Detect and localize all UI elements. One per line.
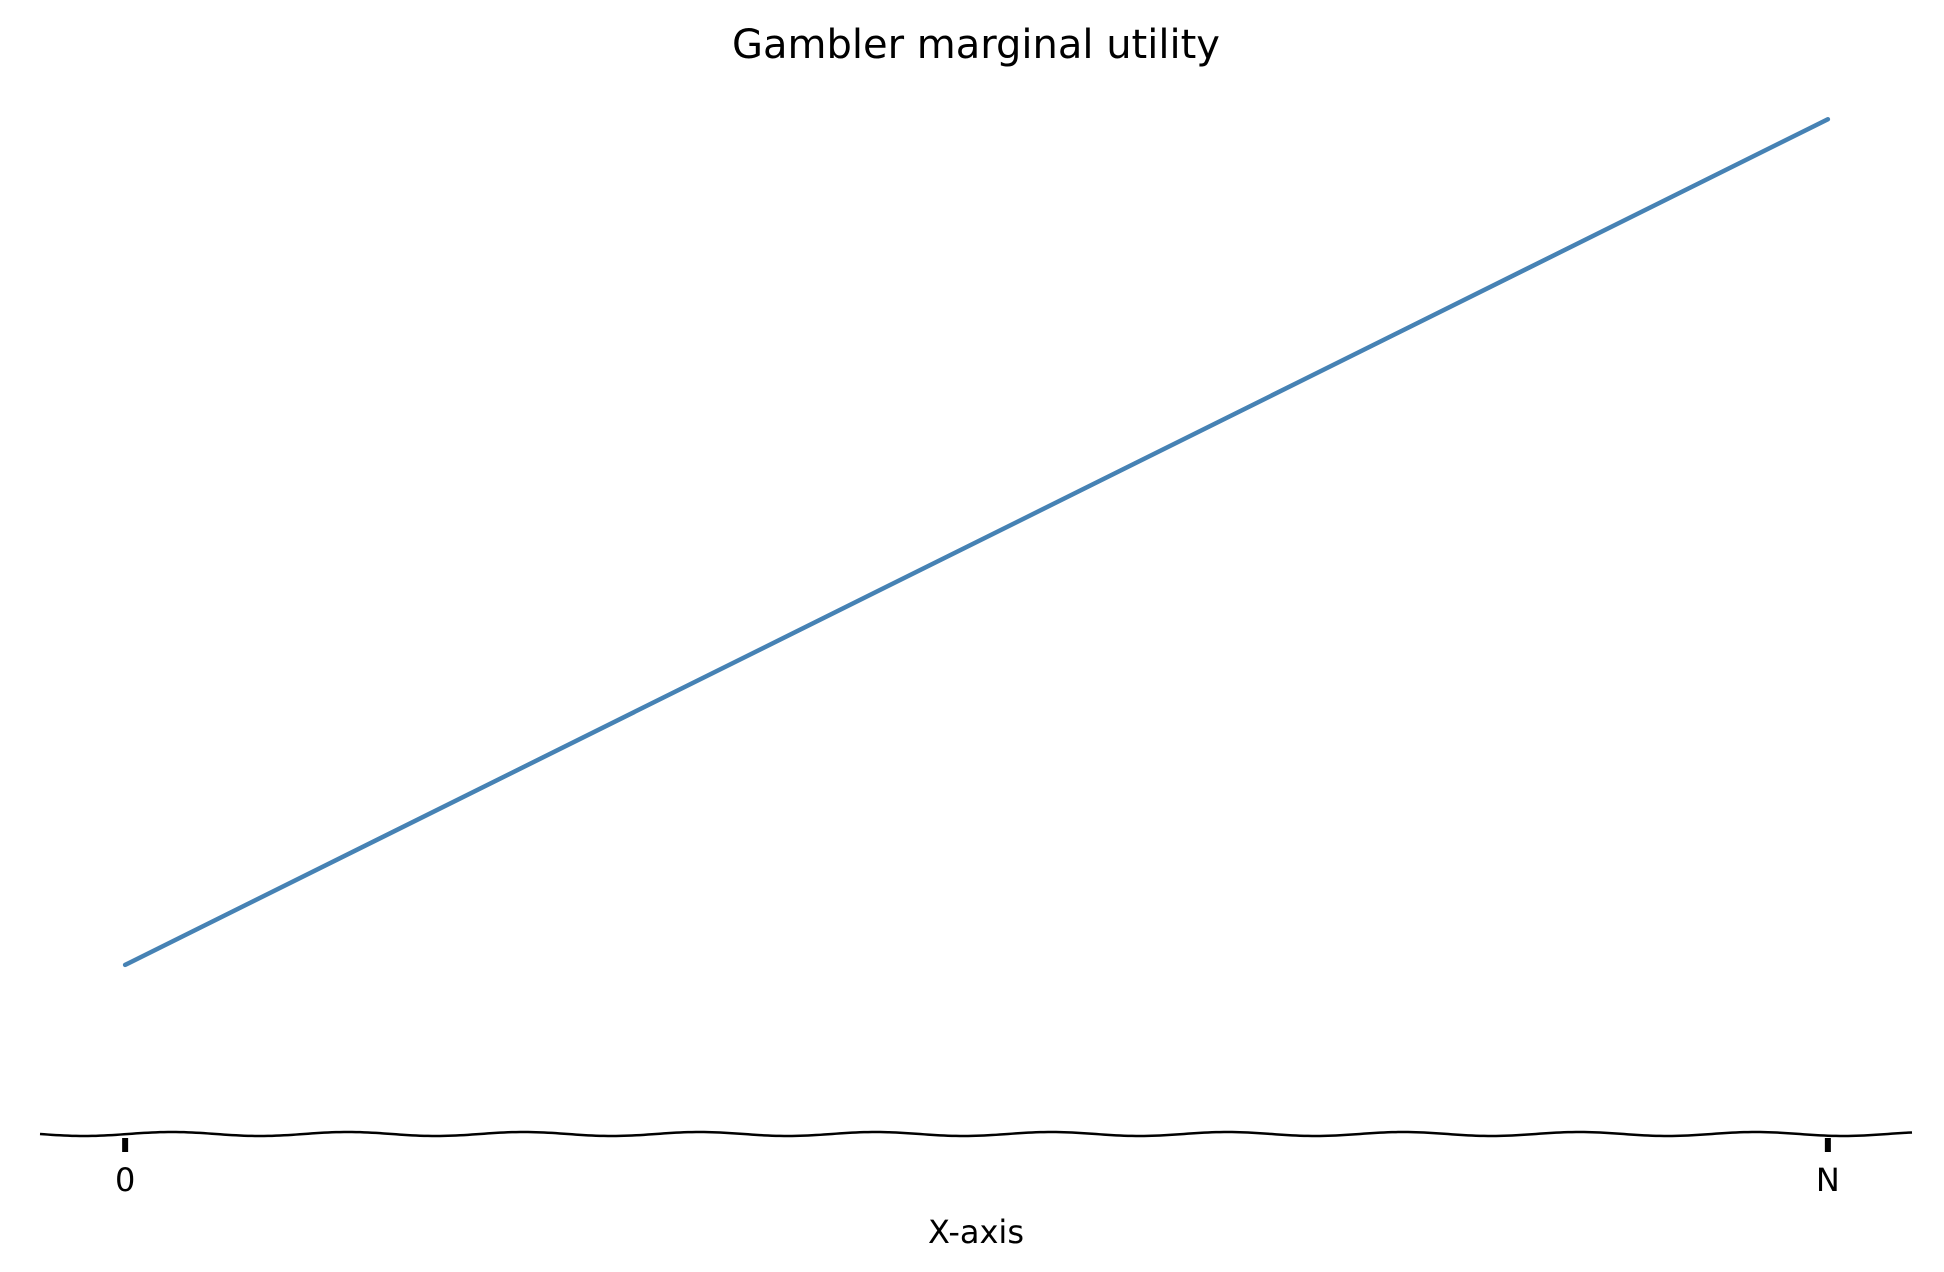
data-line [122, 117, 1831, 968]
chart-title: Gambler marginal utility [732, 22, 1220, 68]
x-axis-line [39, 1130, 1913, 1138]
x-axis-label: X-axis [928, 1213, 1024, 1251]
x-tick-label: 0 [115, 1161, 135, 1199]
x-tick-label: N [1816, 1161, 1840, 1199]
